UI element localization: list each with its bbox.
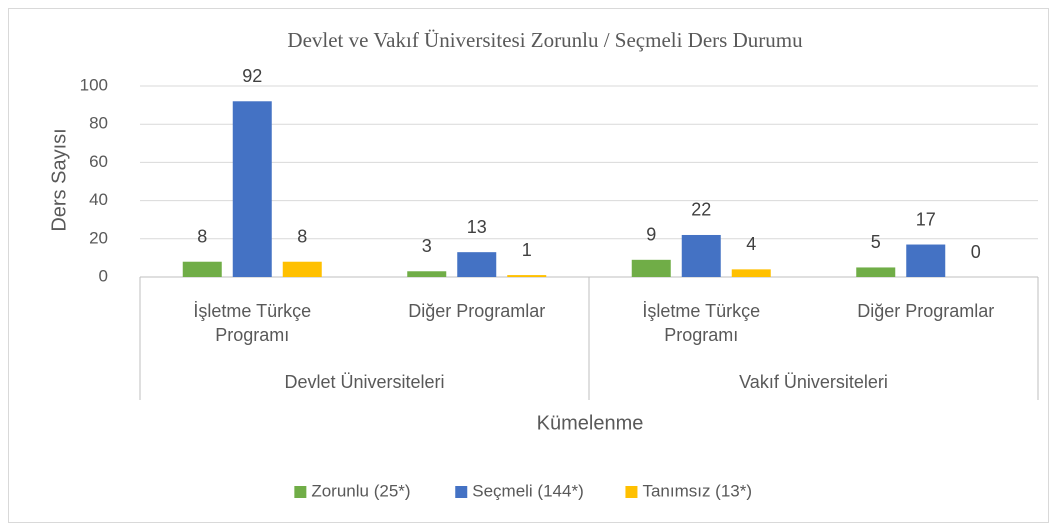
y-tick-label: 40 [89,190,108,209]
data-label: 5 [871,232,881,252]
bar [856,267,896,277]
chart-title: Devlet ve Vakıf Üniversitesi Zorunlu / S… [287,28,803,52]
data-label: 17 [916,209,936,229]
chart-border [8,8,1049,523]
legend-swatch [625,486,638,498]
group-label: Devlet Üniversiteleri [284,372,444,392]
y-tick-label: 100 [80,75,108,94]
data-label: 8 [297,226,307,246]
bar [232,101,272,277]
y-tick-label: 20 [89,228,108,247]
bar [631,259,671,277]
x-axis-title: Kümelenme [537,412,644,434]
y-tick-label: 60 [89,152,108,171]
x-tick-label: İşletme Türkçe Programı [193,301,312,345]
x-tick-label: İşletme Türkçe Programı [642,301,761,345]
bar [407,271,447,277]
y-axis-title: Ders Sayısı [48,128,70,231]
data-label: 3 [422,236,432,256]
bar [282,261,322,277]
x-tick-label: Diğer Programlar [408,301,546,321]
group-label: Vakıf Üniversiteleri [739,372,888,392]
data-label: 92 [242,66,262,86]
data-label: 8 [197,226,207,246]
bar [507,275,547,277]
data-label: 1 [522,240,532,260]
legend-swatch [294,486,307,498]
legend-swatch [455,486,468,498]
data-label: 13 [467,217,487,237]
data-label: 9 [646,225,656,245]
x-tick-label: Diğer Programlar [857,301,995,321]
bar [182,261,222,277]
bar [457,252,497,277]
bar [681,234,721,277]
bar [731,269,771,277]
legend-label: Tanımsız (13*) [642,481,752,500]
y-tick-label: 0 [99,266,108,285]
data-label: 0 [971,242,981,262]
legend-label: Zorunlu (25*) [311,481,410,500]
y-tick-label: 80 [89,114,108,133]
legend-label: Seçmeli (144*) [472,481,584,500]
data-label: 4 [746,234,756,254]
bar [906,244,946,277]
data-label: 22 [691,200,711,220]
